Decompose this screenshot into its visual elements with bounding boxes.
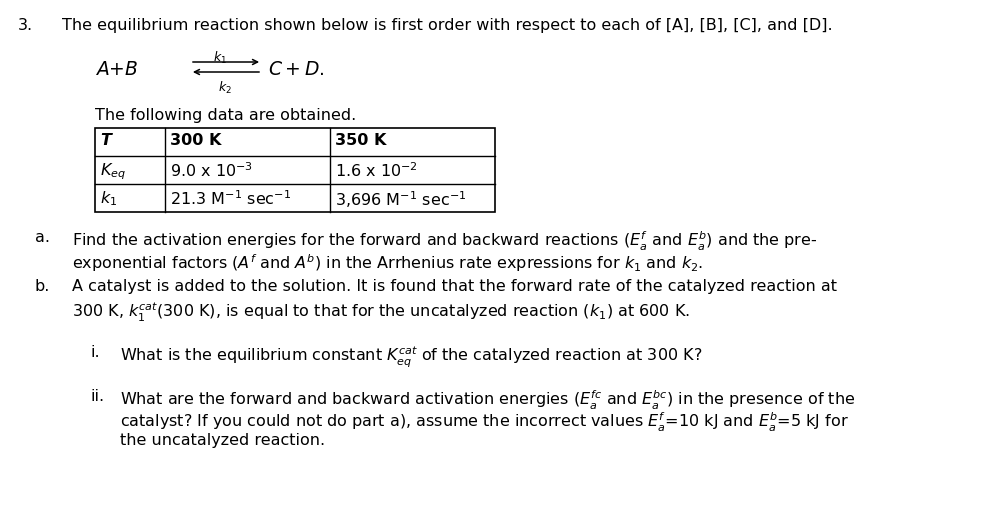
Text: exponential factors ($A^f$ and $A^b$) in the Arrhenius rate expressions for $k_1: exponential factors ($A^f$ and $A^b$) in…	[72, 252, 703, 274]
Text: 1.6 x 10$^{-2}$: 1.6 x 10$^{-2}$	[335, 161, 418, 180]
Text: 3,696 M$^{-1}$ sec$^{-1}$: 3,696 M$^{-1}$ sec$^{-1}$	[335, 189, 466, 210]
Text: 300 K, $k_1^{cat}$(300 K), is equal to that for the uncatalyzed reaction ($k_1$): 300 K, $k_1^{cat}$(300 K), is equal to t…	[72, 301, 690, 324]
Text: $k_2$: $k_2$	[218, 80, 232, 96]
Text: 9.0 x 10$^{-3}$: 9.0 x 10$^{-3}$	[170, 161, 253, 180]
Text: the uncatalyzed reaction.: the uncatalyzed reaction.	[120, 433, 325, 448]
Text: $k_1$: $k_1$	[213, 50, 227, 66]
Text: b.: b.	[35, 279, 50, 294]
Text: catalyst? If you could not do part a), assume the incorrect values $E_a^f$=10 kJ: catalyst? If you could not do part a), a…	[120, 411, 849, 434]
Text: The following data are obtained.: The following data are obtained.	[95, 108, 356, 123]
Text: T: T	[100, 133, 111, 148]
Bar	[95, 128, 495, 212]
Text: 300 K: 300 K	[170, 133, 221, 148]
Text: What are the forward and backward activation energies ($E_a^{fc}$ and $E_a^{bc}$: What are the forward and backward activa…	[120, 389, 855, 412]
Text: Find the activation energies for the forward and backward reactions ($E_a^f$ and: Find the activation energies for the for…	[72, 230, 817, 253]
Text: A catalyst is added to the solution. It is found that the forward rate of the ca: A catalyst is added to the solution. It …	[72, 279, 837, 294]
Text: 3.: 3.	[18, 18, 33, 33]
Text: $k_1$: $k_1$	[100, 189, 117, 208]
Text: What is the equilibrium constant $K_{eq}^{cat}$ of the catalyzed reaction at 300: What is the equilibrium constant $K_{eq}…	[120, 345, 702, 370]
Text: The equilibrium reaction shown below is first order with respect to each of [A],: The equilibrium reaction shown below is …	[62, 18, 833, 33]
Text: 21.3 M$^{-1}$ sec$^{-1}$: 21.3 M$^{-1}$ sec$^{-1}$	[170, 189, 291, 208]
Text: 350 K: 350 K	[335, 133, 386, 148]
Text: $K_{eq}$: $K_{eq}$	[100, 161, 126, 182]
Text: $\mathit{C}+\mathit{D}$$.$: $\mathit{C}+\mathit{D}$$.$	[268, 60, 324, 79]
Text: a.: a.	[35, 230, 50, 245]
Text: $\mathit{A}$$+$$\mathit{B}$: $\mathit{A}$$+$$\mathit{B}$	[95, 60, 138, 79]
Text: ii.: ii.	[90, 389, 104, 404]
Text: i.: i.	[90, 345, 100, 360]
